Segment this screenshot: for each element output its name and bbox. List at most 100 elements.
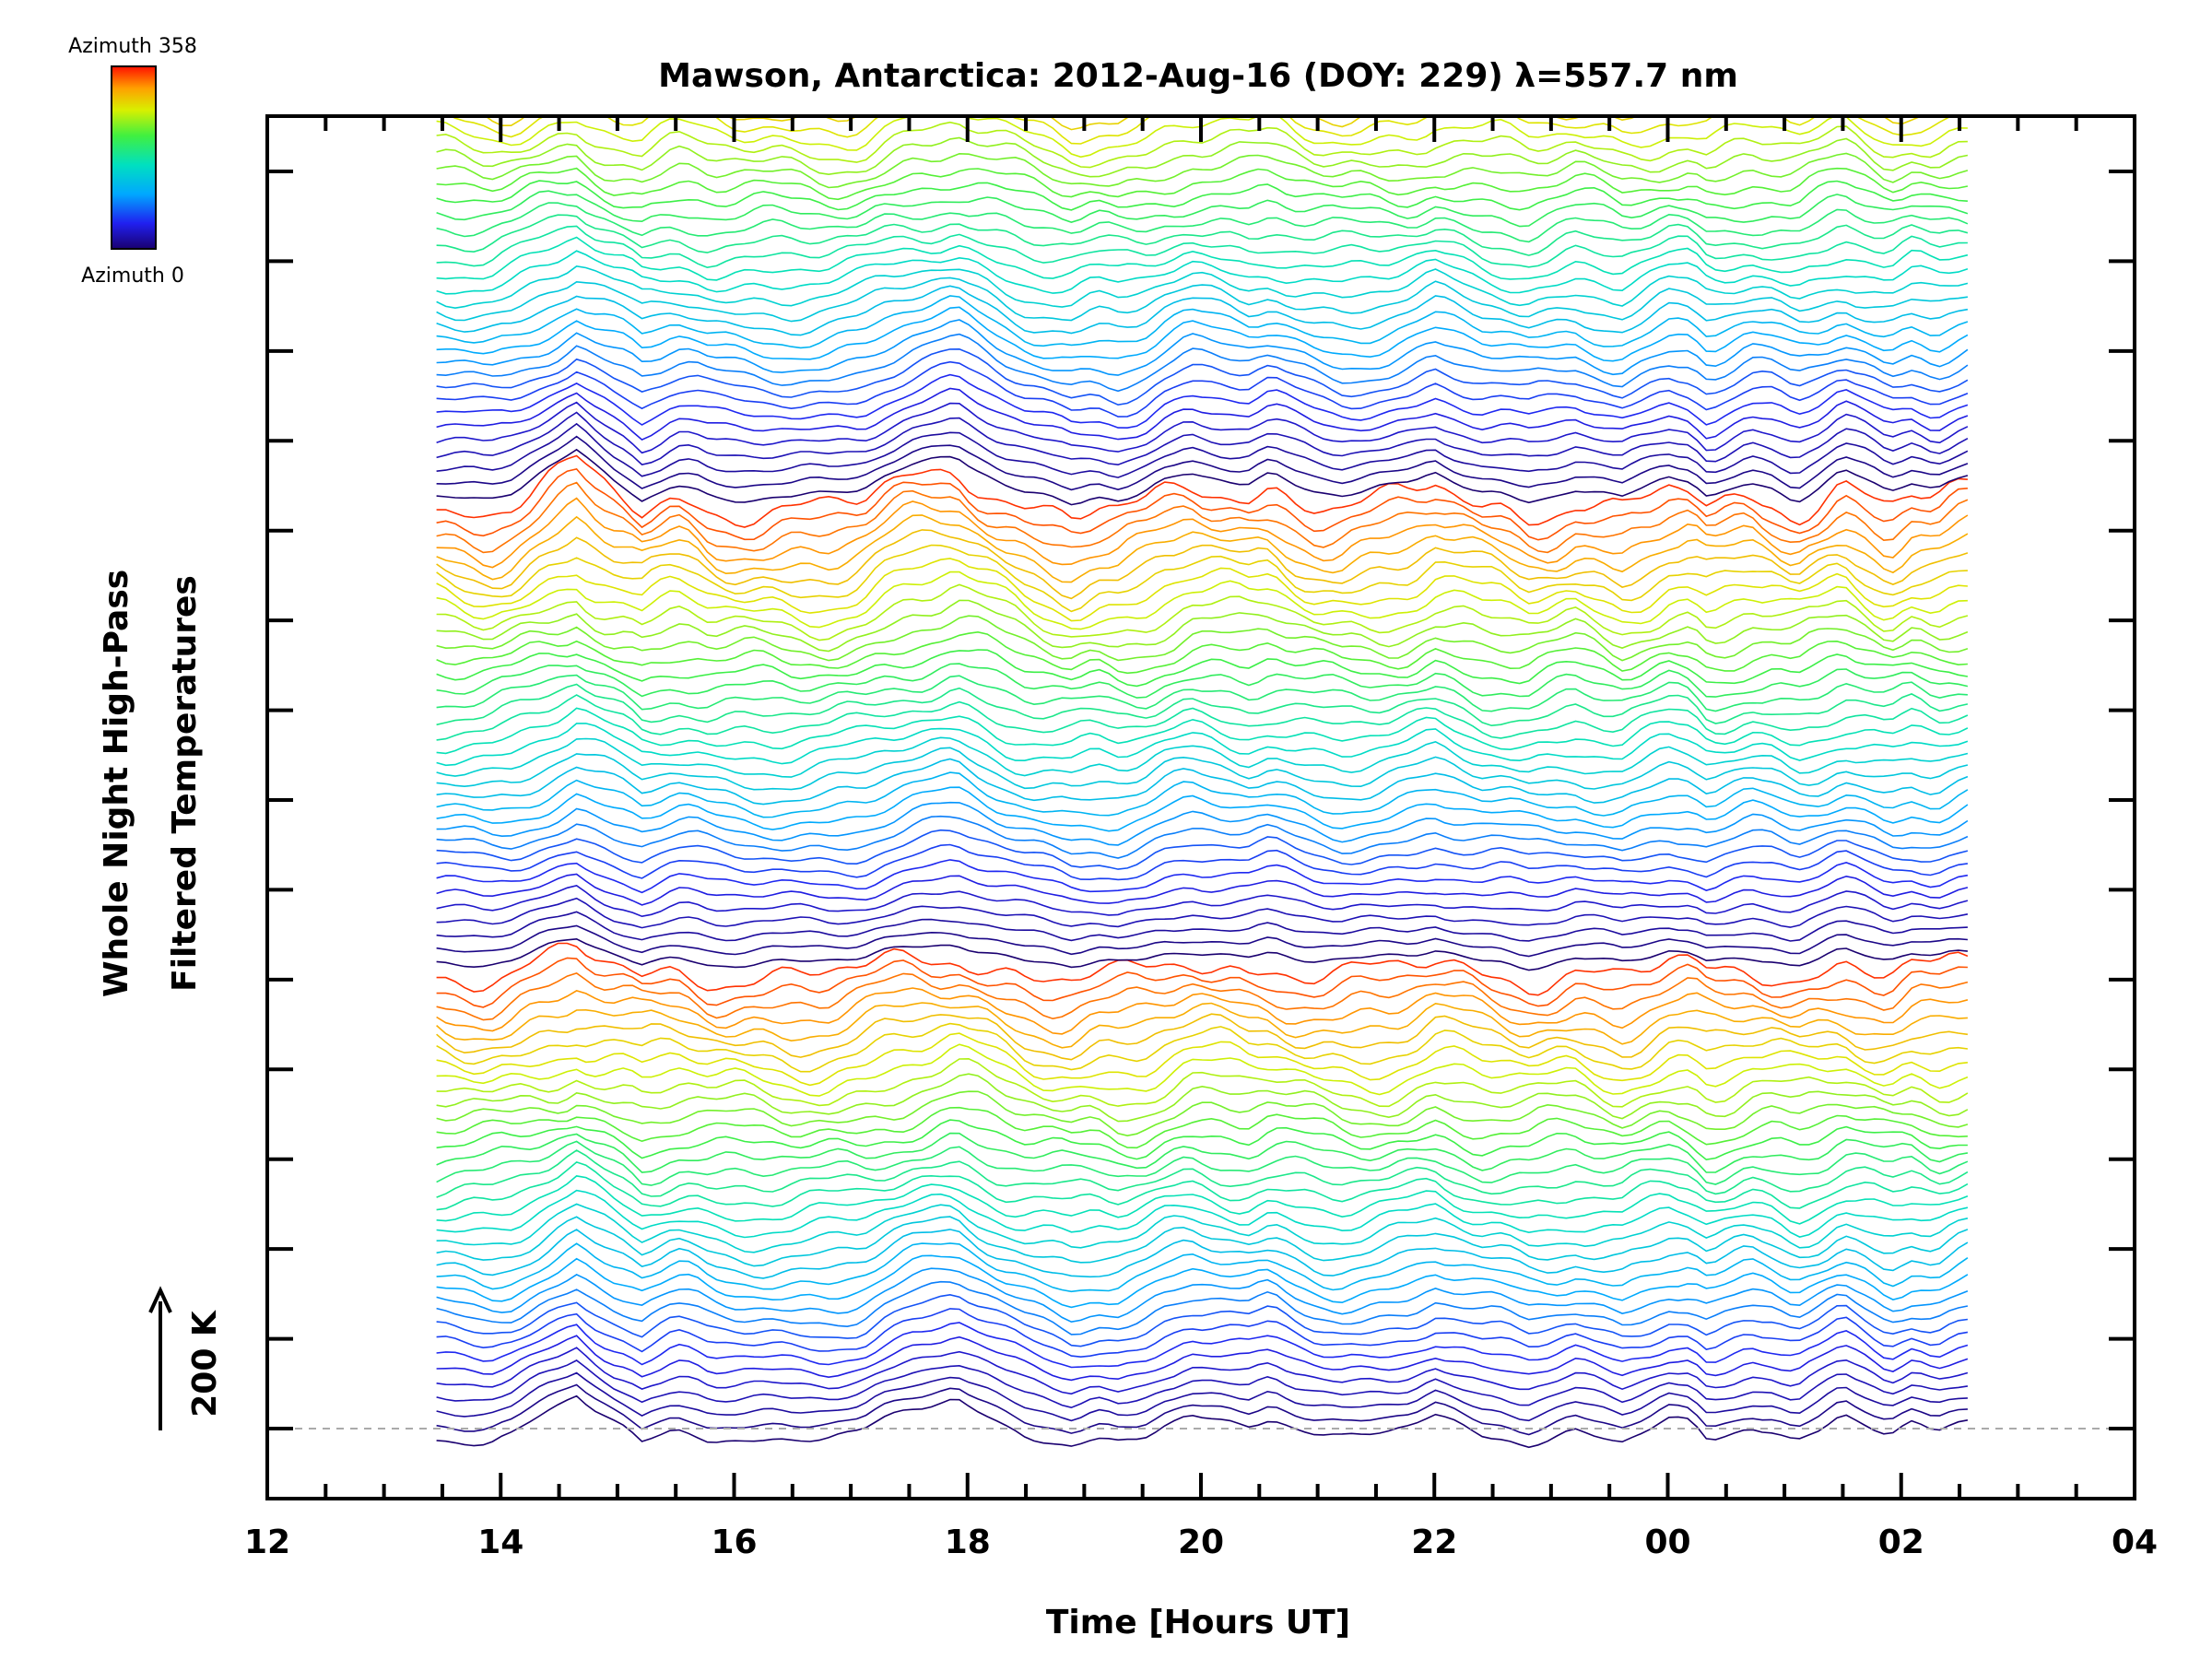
trace-line-80 bbox=[436, 347, 1969, 406]
trace-line-72 bbox=[436, 448, 1969, 506]
trace-line-86 bbox=[436, 276, 1969, 323]
trace-line-40 bbox=[436, 885, 1969, 918]
trace-line-108 bbox=[437, 0, 1968, 24]
trace-line-49 bbox=[436, 758, 1969, 806]
trace-line-13 bbox=[436, 1229, 1969, 1279]
trace-line-2 bbox=[436, 1371, 1968, 1422]
trace-line-11 bbox=[436, 1254, 1969, 1309]
trace-line-69 bbox=[436, 481, 1969, 554]
trace-line-22 bbox=[436, 1119, 1968, 1161]
trace-line-15 bbox=[436, 1203, 1969, 1253]
trace-line-23 bbox=[436, 1106, 1968, 1149]
trace-line-62 bbox=[436, 583, 1969, 641]
trace-line-18 bbox=[436, 1161, 1969, 1211]
trace-line-106 bbox=[437, 14, 1968, 62]
trace-line-27 bbox=[436, 1043, 1969, 1097]
trace-line-48 bbox=[436, 771, 1969, 818]
x-tick-label: 12 bbox=[244, 1524, 290, 1561]
trace-line-67 bbox=[436, 514, 1969, 583]
trace-line-88 bbox=[436, 250, 1969, 295]
trace-line-53 bbox=[436, 707, 1969, 755]
trace-line-98 bbox=[436, 121, 1968, 169]
trace-line-89 bbox=[436, 236, 1969, 281]
trace-line-94 bbox=[436, 180, 1968, 211]
y-axis-label: Whole Night High-Pass Filtered Temperatu… bbox=[98, 570, 204, 997]
trace-line-91 bbox=[436, 214, 1969, 256]
trace-line-50 bbox=[436, 747, 1969, 791]
trace-line-38 bbox=[436, 911, 1968, 942]
legend-colour-bar bbox=[111, 65, 157, 250]
trace-line-66 bbox=[436, 529, 1969, 600]
trace-line-95 bbox=[436, 167, 1969, 201]
trace-line-96 bbox=[436, 152, 1969, 189]
chart-title: Mawson, Antarctica: 2012-Aug-16 (DOY: 22… bbox=[658, 57, 1738, 95]
x-tick-label: 02 bbox=[1878, 1524, 1924, 1561]
trace-line-73 bbox=[436, 435, 1969, 491]
trace-line-79 bbox=[436, 360, 1969, 418]
trace-line-60 bbox=[436, 615, 1969, 662]
trace-line-52 bbox=[436, 723, 1969, 767]
trace-line-33 bbox=[436, 972, 1969, 1021]
trace-line-78 bbox=[436, 373, 1969, 429]
trace-line-17 bbox=[436, 1175, 1969, 1225]
trace-line-59 bbox=[436, 630, 1968, 675]
trace-line-43 bbox=[436, 843, 1969, 881]
axes-group: 12 14 16 18 20 22 00 02 04 bbox=[244, 114, 2158, 1561]
trace-line-42 bbox=[436, 859, 1969, 894]
trace-line-44 bbox=[436, 829, 1969, 870]
trace-line-37 bbox=[436, 924, 1968, 958]
trace-line-1 bbox=[436, 1383, 1968, 1436]
trace-line-51 bbox=[436, 736, 1969, 778]
trace-line-39 bbox=[436, 897, 1969, 929]
trace-line-31 bbox=[436, 1002, 1968, 1049]
trace-line-65 bbox=[436, 544, 1968, 613]
trace-line-26 bbox=[436, 1057, 1969, 1108]
trace-line-55 bbox=[436, 683, 1969, 727]
trace-line-74 bbox=[436, 422, 1969, 478]
trace-line-19 bbox=[436, 1149, 1969, 1198]
x-axis-label: Time [Hours UT] bbox=[1046, 1604, 1350, 1641]
trace-line-6 bbox=[436, 1322, 1969, 1369]
x-tick-label: 00 bbox=[1644, 1524, 1690, 1561]
trace-line-0 bbox=[436, 1394, 1969, 1449]
trace-line-20 bbox=[436, 1140, 1969, 1186]
trace-line-93 bbox=[436, 190, 1969, 228]
x-tick-label: 14 bbox=[477, 1524, 524, 1561]
x-tick-label: 22 bbox=[1411, 1524, 1457, 1561]
trace-line-10 bbox=[436, 1267, 1969, 1324]
trace-line-35 bbox=[436, 942, 1969, 996]
trace-line-25 bbox=[436, 1073, 1969, 1123]
trace-line-24 bbox=[436, 1090, 1969, 1137]
scale-arrow-head bbox=[148, 1286, 172, 1313]
trace-line-41 bbox=[436, 873, 1969, 906]
trace-line-68 bbox=[436, 497, 1969, 569]
traces-group bbox=[436, 0, 1969, 1449]
trace-line-4 bbox=[436, 1347, 1969, 1395]
trace-line-21 bbox=[436, 1132, 1969, 1173]
trace-line-56 bbox=[436, 674, 1968, 712]
scale-label: 200 K bbox=[186, 1310, 224, 1418]
trace-line-14 bbox=[436, 1216, 1969, 1267]
trace-line-82 bbox=[436, 319, 1969, 376]
x-tick-label: 20 bbox=[1178, 1524, 1224, 1561]
trace-line-63 bbox=[436, 571, 1968, 630]
trace-line-64 bbox=[436, 558, 1968, 622]
legend-bottom-label: Azimuth 0 bbox=[81, 265, 184, 288]
trace-line-84 bbox=[436, 295, 1969, 349]
trace-line-36 bbox=[436, 937, 1968, 971]
legend-top-label: Azimuth 358 bbox=[68, 35, 197, 58]
trace-line-58 bbox=[436, 649, 1969, 688]
y-axis-label-line1: Whole Night High-Pass bbox=[98, 570, 135, 997]
trace-line-90 bbox=[436, 225, 1968, 269]
trace-line-76 bbox=[436, 401, 1969, 454]
trace-line-75 bbox=[436, 411, 1969, 466]
trace-line-9 bbox=[436, 1280, 1969, 1335]
trace-line-61 bbox=[436, 599, 1969, 653]
trace-line-85 bbox=[436, 285, 1969, 336]
trace-line-81 bbox=[436, 333, 1969, 393]
trace-line-32 bbox=[436, 987, 1969, 1035]
trace-line-16 bbox=[436, 1189, 1969, 1239]
trace-line-54 bbox=[436, 694, 1969, 741]
trace-line-47 bbox=[436, 786, 1969, 832]
